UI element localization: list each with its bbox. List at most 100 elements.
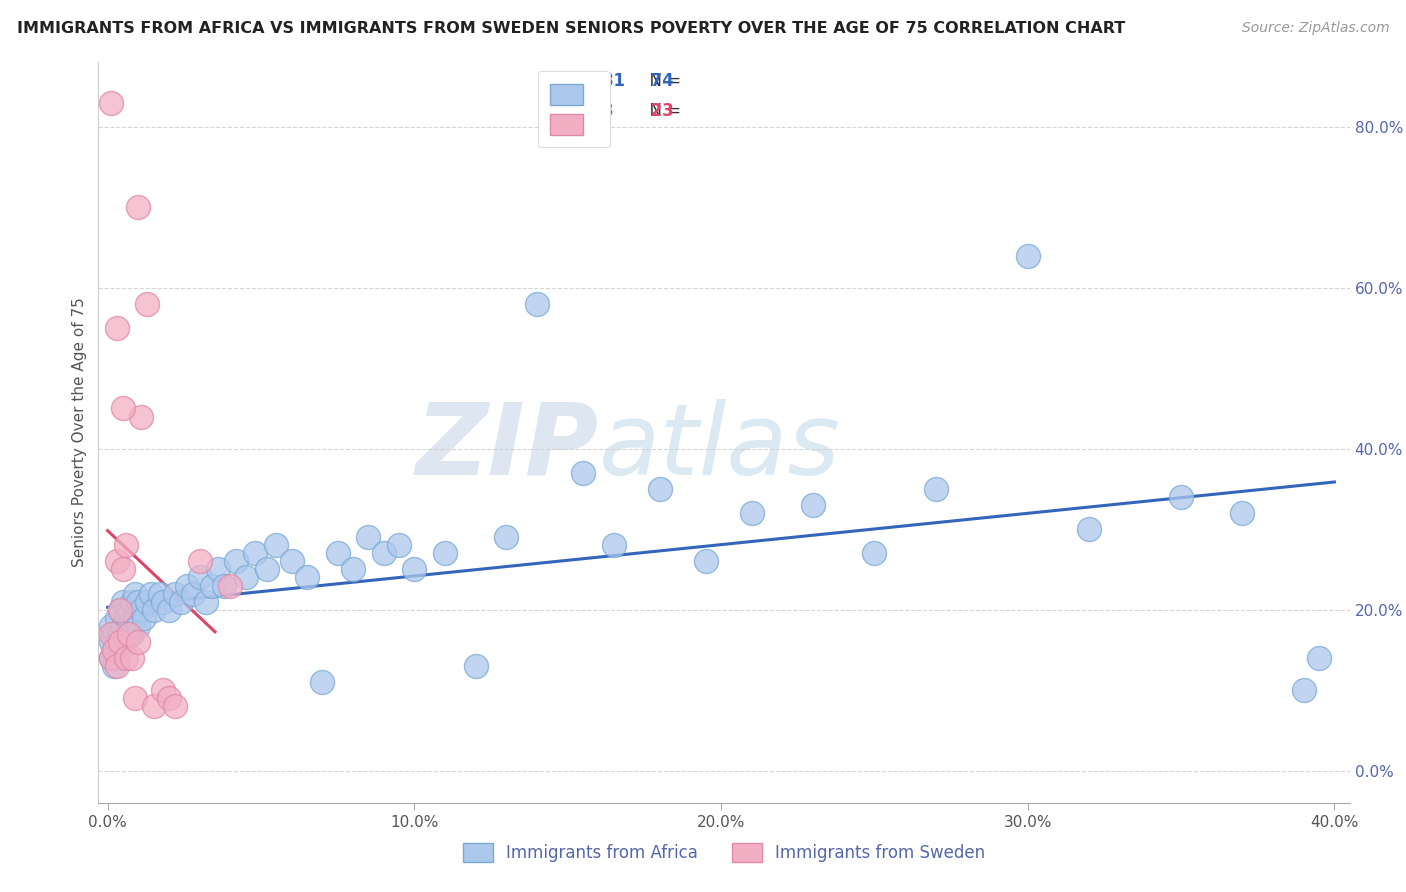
Point xyxy=(118,619,141,633)
Point xyxy=(105,321,128,335)
Point xyxy=(170,594,193,608)
Point xyxy=(235,570,257,584)
Point xyxy=(243,546,266,560)
Point xyxy=(103,643,125,657)
Point xyxy=(1017,249,1039,263)
Point xyxy=(105,635,128,649)
Point xyxy=(602,538,624,552)
Text: IMMIGRANTS FROM AFRICA VS IMMIGRANTS FROM SWEDEN SENIORS POVERTY OVER THE AGE OF: IMMIGRANTS FROM AFRICA VS IMMIGRANTS FRO… xyxy=(17,21,1125,36)
Point xyxy=(266,538,288,552)
Point xyxy=(139,586,162,600)
Text: Source: ZipAtlas.com: Source: ZipAtlas.com xyxy=(1241,21,1389,35)
Point xyxy=(648,482,671,496)
Point xyxy=(124,610,146,624)
Point xyxy=(100,635,122,649)
Point xyxy=(127,635,149,649)
Point xyxy=(121,627,143,641)
Point xyxy=(326,546,349,560)
Text: R =: R = xyxy=(561,72,598,90)
Point xyxy=(108,602,131,616)
Point xyxy=(100,651,122,665)
Point xyxy=(373,546,395,560)
Point xyxy=(464,659,486,673)
Text: atlas: atlas xyxy=(599,399,841,496)
Point xyxy=(801,498,824,512)
Text: 74: 74 xyxy=(638,72,673,90)
Point xyxy=(108,643,131,657)
Point xyxy=(188,570,211,584)
Point xyxy=(136,297,159,311)
Point xyxy=(1232,506,1254,520)
Point xyxy=(157,602,180,616)
Point xyxy=(105,554,128,568)
Legend: Immigrants from Africa, Immigrants from Sweden: Immigrants from Africa, Immigrants from … xyxy=(457,836,991,869)
Point xyxy=(225,554,247,568)
Point xyxy=(111,562,134,576)
Point xyxy=(925,482,948,496)
Point xyxy=(388,538,411,552)
Point xyxy=(121,651,143,665)
Point xyxy=(108,602,131,616)
Point xyxy=(115,651,138,665)
Point xyxy=(311,675,333,690)
Point xyxy=(149,586,172,600)
Point xyxy=(103,659,125,673)
Point xyxy=(152,594,174,608)
Point xyxy=(142,602,165,616)
Text: R =: R = xyxy=(561,102,598,120)
Point xyxy=(201,578,224,592)
Point xyxy=(188,554,211,568)
Point xyxy=(280,554,302,568)
Point xyxy=(572,466,595,480)
Point xyxy=(212,578,235,592)
Point xyxy=(115,610,138,624)
Point xyxy=(124,691,146,706)
Point xyxy=(105,659,128,673)
Point xyxy=(100,627,122,641)
Point xyxy=(1078,522,1101,536)
Point xyxy=(105,610,128,624)
Point xyxy=(105,651,128,665)
Point xyxy=(127,619,149,633)
Point xyxy=(127,594,149,608)
Point xyxy=(165,586,187,600)
Point xyxy=(165,699,187,714)
Point xyxy=(1292,683,1315,698)
Point xyxy=(194,594,217,608)
Point xyxy=(124,586,146,600)
Text: ZIP: ZIP xyxy=(416,399,599,496)
Point xyxy=(142,699,165,714)
Point xyxy=(131,409,153,424)
Point xyxy=(741,506,763,520)
Point xyxy=(118,602,141,616)
Point xyxy=(111,594,134,608)
Point xyxy=(157,691,180,706)
Point xyxy=(115,538,138,552)
Text: N =: N = xyxy=(638,72,686,90)
Point xyxy=(433,546,456,560)
Point xyxy=(134,610,156,624)
Point xyxy=(103,643,125,657)
Point xyxy=(136,594,159,608)
Point xyxy=(404,562,426,576)
Point xyxy=(115,627,138,641)
Point xyxy=(495,530,517,544)
Point xyxy=(131,602,153,616)
Point xyxy=(219,578,242,592)
Point xyxy=(176,578,198,592)
Text: 23: 23 xyxy=(638,102,673,120)
Point xyxy=(1170,490,1192,504)
Point xyxy=(183,586,205,600)
Point xyxy=(103,627,125,641)
Text: N =: N = xyxy=(638,102,686,120)
Point xyxy=(118,627,141,641)
Point xyxy=(111,619,134,633)
Point xyxy=(100,651,122,665)
Point xyxy=(152,683,174,698)
Y-axis label: Seniors Poverty Over the Age of 75: Seniors Poverty Over the Age of 75 xyxy=(72,298,87,567)
Point xyxy=(863,546,886,560)
Point xyxy=(111,401,134,416)
Text: 0.58: 0.58 xyxy=(561,102,614,120)
Point xyxy=(526,297,548,311)
Point xyxy=(127,200,149,214)
